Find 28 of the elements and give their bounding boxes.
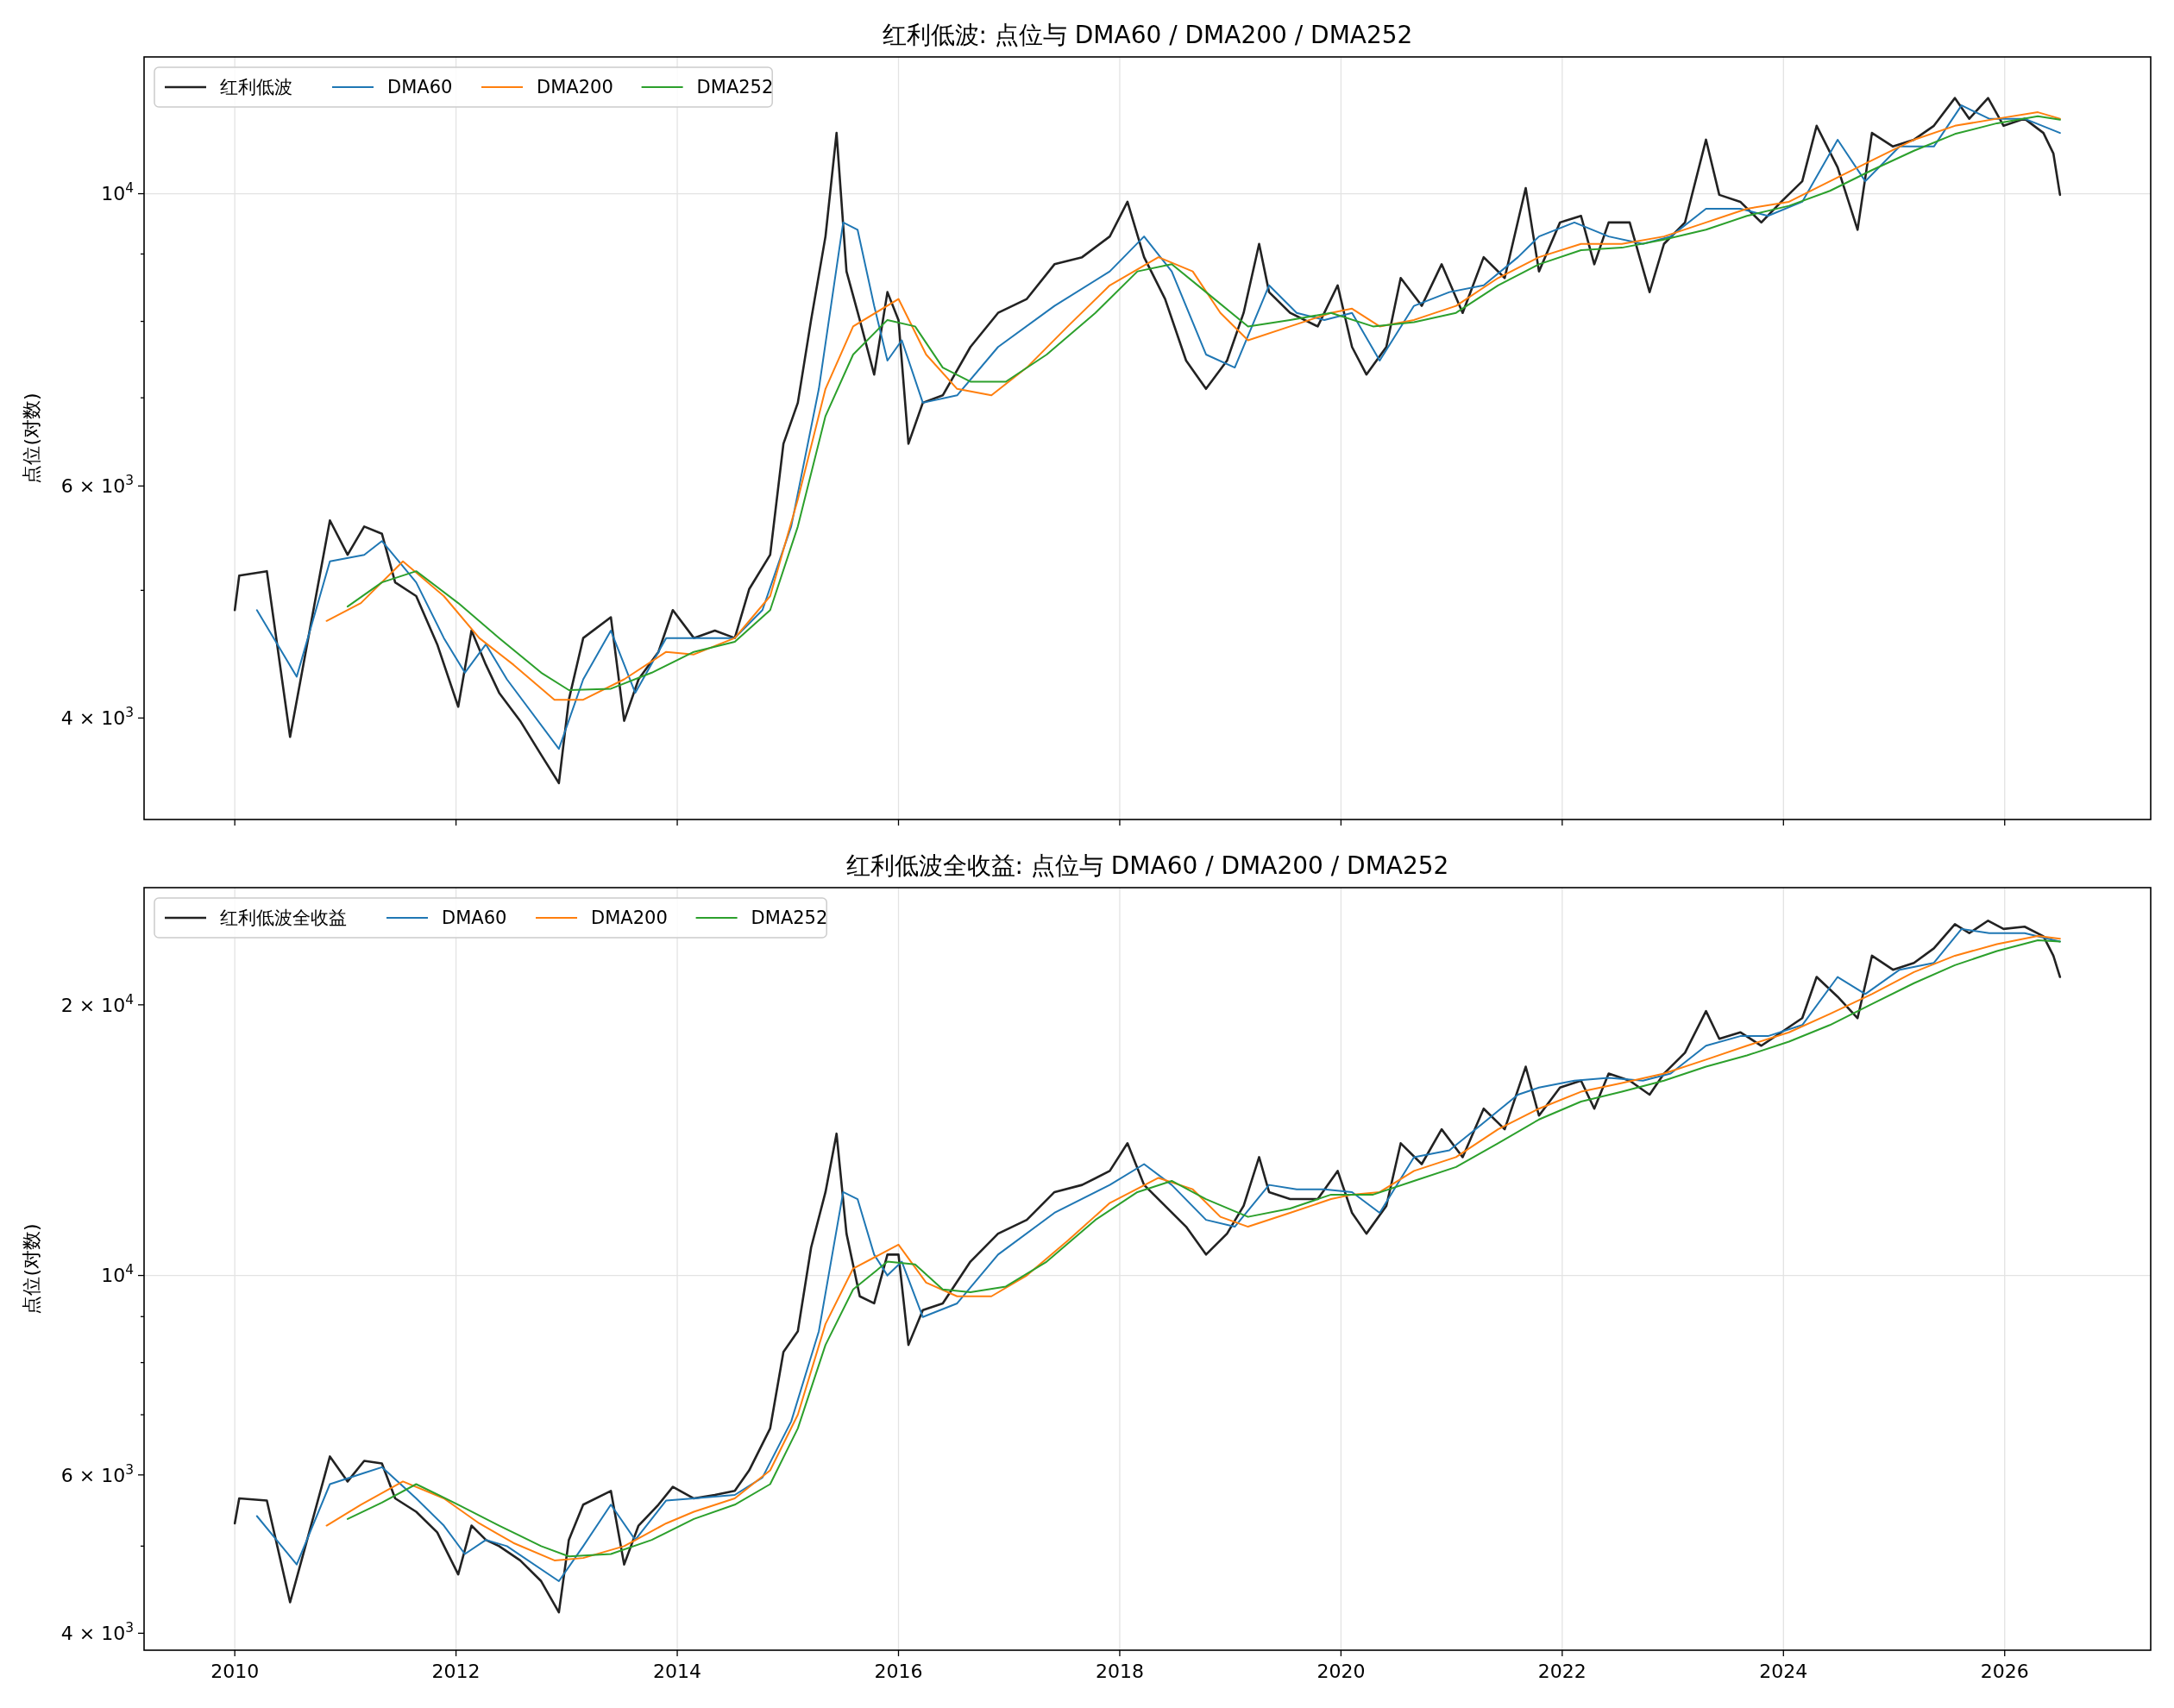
legend-label: 红利低波全收益 <box>220 907 347 929</box>
legend-label: DMA252 <box>696 77 774 98</box>
legend-label: DMA200 <box>591 907 668 929</box>
legend-label: DMA60 <box>442 907 507 929</box>
x-tick-label: 2014 <box>653 1661 702 1682</box>
x-tick-label: 2020 <box>1316 1661 1366 1682</box>
y-tick-label: 10$^{4}$ <box>101 180 134 205</box>
y-tick-label: 6 × 10$^{3}$ <box>60 1461 134 1486</box>
y-axis-title: 点位(对数) <box>21 392 42 484</box>
y-tick-label: 2 × 10$^{4}$ <box>60 991 134 1016</box>
chart-title: 红利低波: 点位与 DMA60 / DMA200 / DMA252 <box>882 21 1413 49</box>
y-tick-label: 4 × 10$^{3}$ <box>60 705 134 730</box>
y-axis-title: 点位(对数) <box>21 1223 42 1315</box>
legend-label: DMA200 <box>537 77 613 98</box>
legend-label: 红利低波 <box>220 77 292 98</box>
x-tick-label: 2010 <box>210 1661 260 1682</box>
y-tick-label: 6 × 10$^{3}$ <box>60 473 134 498</box>
y-tick-label: 10$^{4}$ <box>101 1262 134 1287</box>
x-tick-label: 2012 <box>431 1661 481 1682</box>
x-tick-label: 2018 <box>1095 1661 1144 1682</box>
x-tick-label: 2026 <box>1980 1661 2029 1682</box>
x-tick-label: 2016 <box>874 1661 923 1682</box>
x-tick-label: 2024 <box>1759 1661 1808 1682</box>
legend-label: DMA60 <box>387 77 453 98</box>
x-tick-label: 2022 <box>1537 1661 1587 1682</box>
chart-title: 红利低波全收益: 点位与 DMA60 / DMA200 / DMA252 <box>845 851 1449 880</box>
legend-label: DMA252 <box>751 907 828 929</box>
y-tick-label: 4 × 10$^{3}$ <box>60 1620 134 1645</box>
